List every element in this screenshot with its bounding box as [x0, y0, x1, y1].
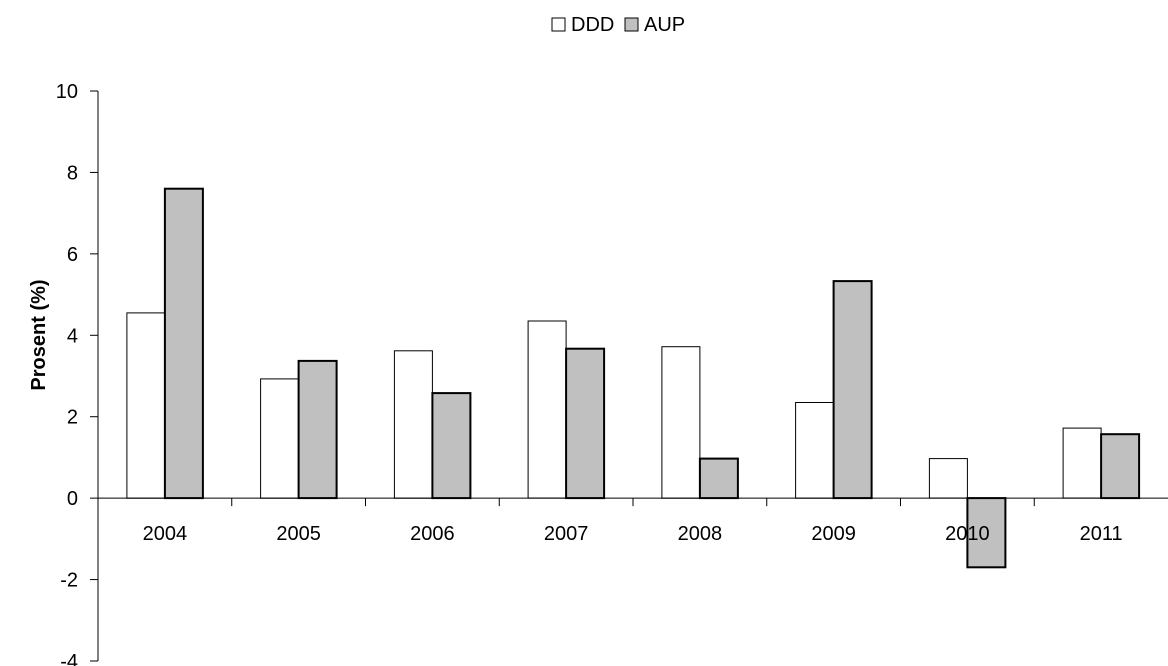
bar-ddd-2009 — [795, 402, 835, 499]
bar-ddd-2010 — [928, 458, 968, 499]
x-tick-label: 2010 — [945, 523, 990, 545]
x-tick-label: 2007 — [544, 523, 589, 545]
legend-label-aup: AUP — [644, 14, 685, 36]
y-tick-label: -2 — [60, 570, 78, 592]
bar-aup-2005 — [297, 359, 338, 500]
x-tick-label: 2006 — [410, 523, 455, 545]
axes: 2004 2005 2006 2007 2008 2009 2010 2011 -4 -2 0 2 4 6… — [56, 81, 1168, 666]
bar-ddd-2011 — [1062, 427, 1102, 499]
legend-label-ddd: DDD — [571, 14, 614, 36]
bars — [126, 187, 1141, 569]
y-axis-label: Prosent (%) — [28, 279, 50, 390]
x-tick-label: 2004 — [143, 523, 188, 545]
bar-aup-2006 — [431, 392, 472, 500]
bar-aup-2010 — [966, 497, 1007, 569]
y-tick-label: 10 — [56, 81, 78, 103]
y-tick-label: 6 — [67, 244, 78, 266]
legend: DDD AUP — [551, 14, 685, 36]
x-tick-label: 2005 — [276, 523, 321, 545]
y-tick-label: -4 — [60, 651, 78, 666]
bar-ddd-2007 — [527, 320, 567, 499]
bar-aup-2008 — [698, 457, 739, 500]
x-tick-label: 2008 — [678, 523, 723, 545]
bar-ddd-2008 — [661, 346, 701, 499]
bar-aup-2011 — [1100, 433, 1141, 500]
y-tick-label: 2 — [67, 407, 78, 429]
legend-swatch-aup — [624, 17, 639, 32]
legend-swatch-ddd — [551, 17, 566, 32]
bar-ddd-2004 — [126, 312, 166, 499]
x-tick-label: 2011 — [1080, 523, 1123, 545]
x-tick-label: 2009 — [811, 523, 856, 545]
y-tick-label: 0 — [67, 488, 78, 510]
y-tick-label: 4 — [67, 325, 78, 347]
bar-aup-2007 — [565, 347, 606, 500]
y-tick-label: 8 — [67, 162, 78, 184]
bar-aup-2004 — [163, 187, 204, 500]
bar-ddd-2006 — [393, 350, 433, 499]
bar-ddd-2005 — [260, 378, 300, 499]
bar-aup-2009 — [832, 280, 873, 500]
